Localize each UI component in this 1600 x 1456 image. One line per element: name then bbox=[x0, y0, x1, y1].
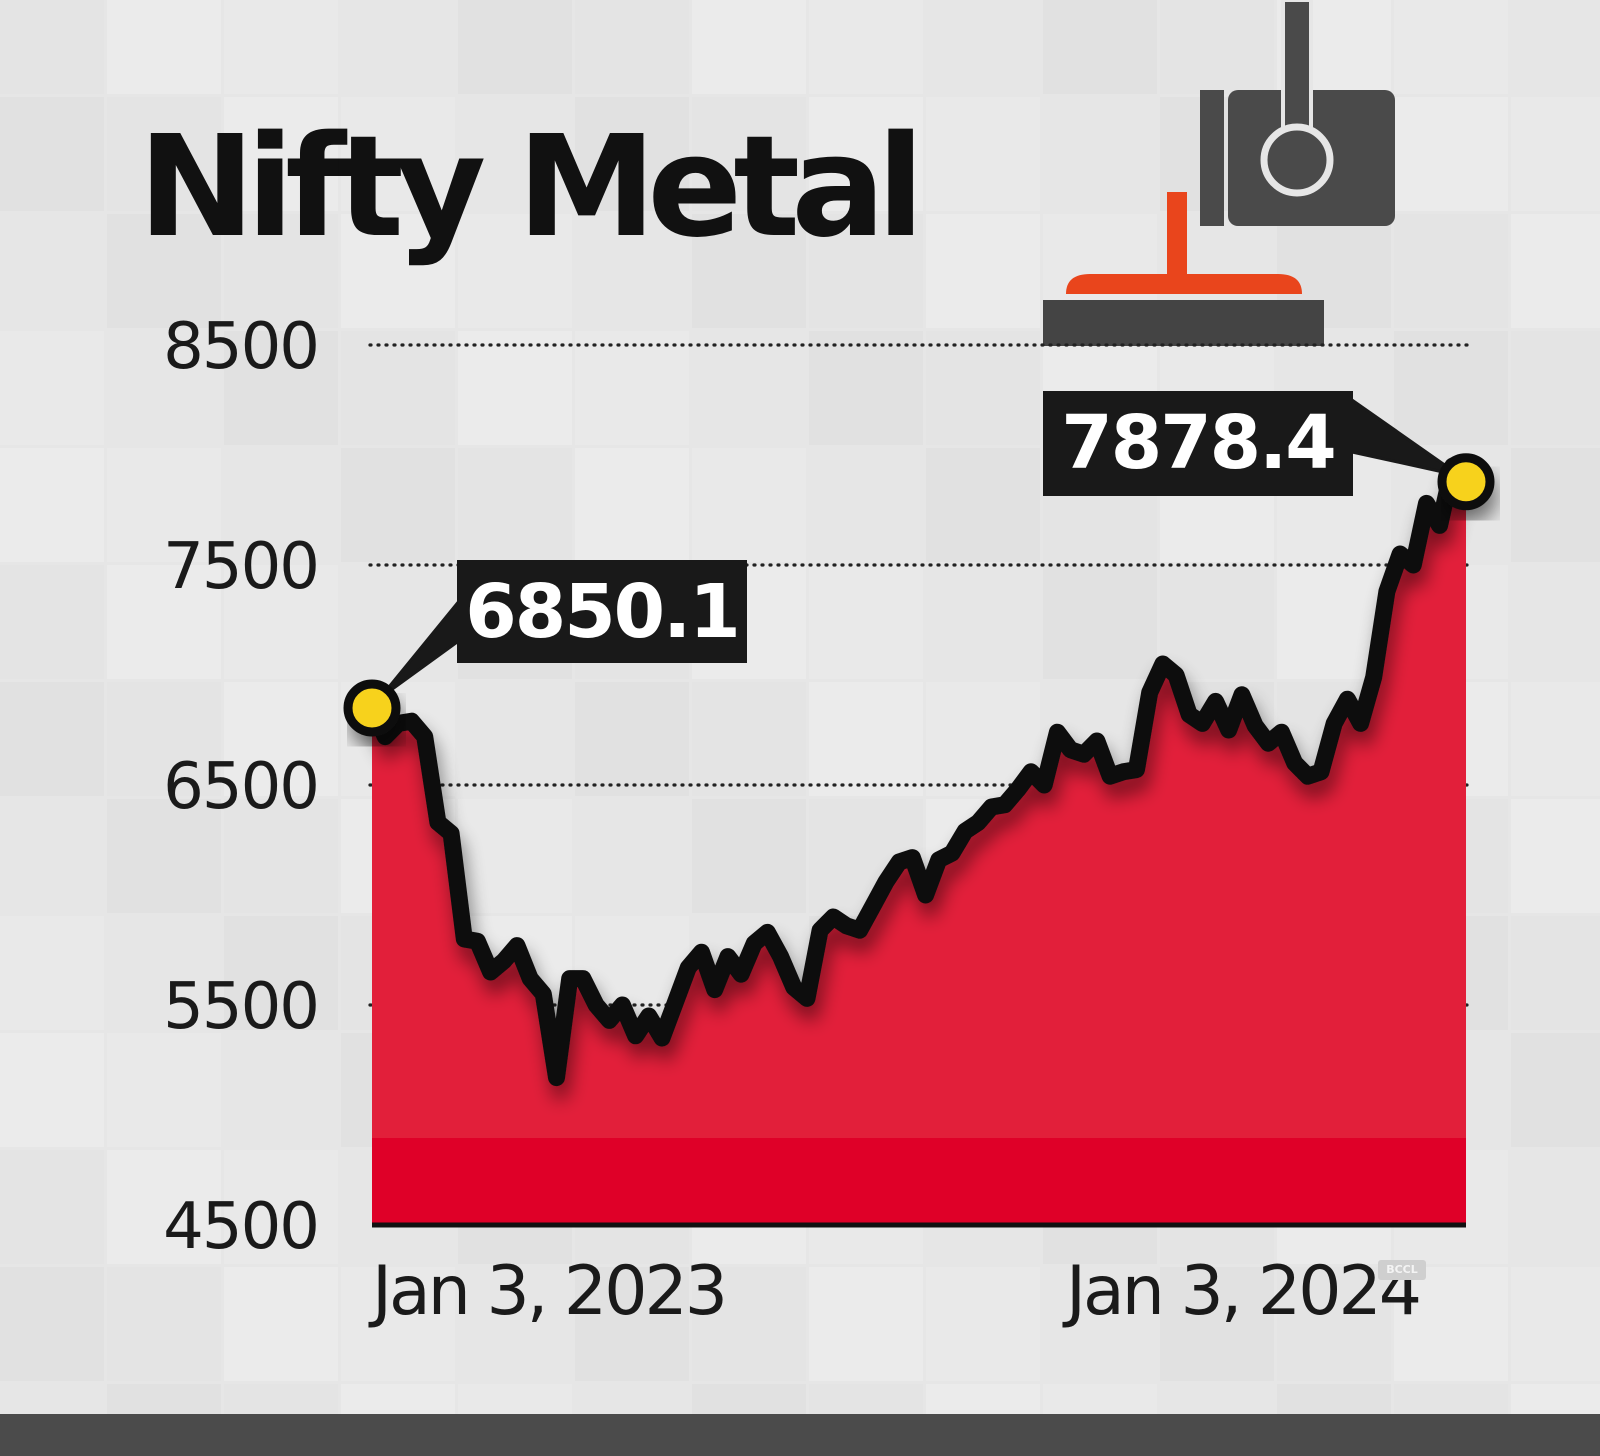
x-tick-label-start: Jan 3, 2023 bbox=[372, 1252, 728, 1331]
footer-bar bbox=[0, 1414, 1600, 1456]
end-point-marker bbox=[1437, 453, 1495, 511]
end-value-callout: 7878.4 bbox=[1043, 391, 1353, 496]
x-tick-label-end: Jan 3, 2024 bbox=[1066, 1252, 1422, 1331]
area-base-band bbox=[372, 1138, 1466, 1225]
series-line bbox=[363, 457, 1475, 1087]
chart-title: Nifty Metal bbox=[138, 106, 925, 269]
watermark-badge: BCCL bbox=[1378, 1260, 1426, 1280]
start-value-callout: 6850.1 bbox=[457, 560, 747, 663]
start-point-marker bbox=[343, 679, 401, 737]
y-tick-label: 8500 bbox=[163, 310, 320, 384]
y-tick-label: 5500 bbox=[163, 970, 320, 1044]
start-callout-pointer bbox=[378, 595, 462, 700]
y-tick-label: 6500 bbox=[163, 750, 320, 824]
y-tick-label: 4500 bbox=[163, 1190, 320, 1264]
y-tick-label: 7500 bbox=[163, 530, 320, 604]
